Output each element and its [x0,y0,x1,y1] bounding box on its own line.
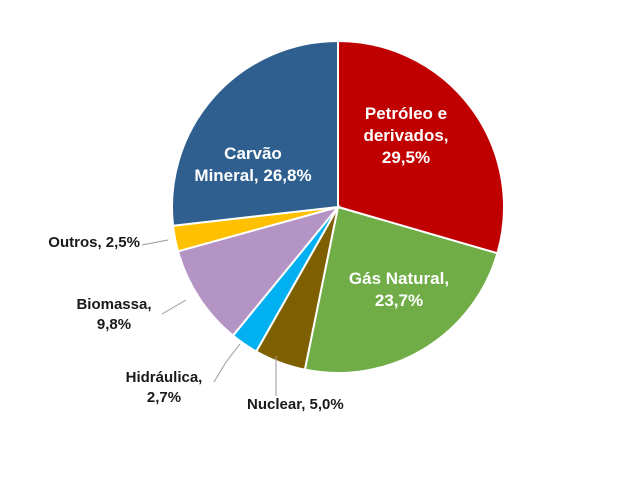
slices [171,39,505,374]
leader-lines [141,239,277,396]
slice-label: Biomassa, 9,8% [66,295,162,334]
value-label: 2,5% [105,234,140,251]
category-label: Gás Natural, [348,269,450,288]
category-label: Outros, [48,234,102,251]
value-label: 9,8% [96,315,132,333]
leader-line [141,239,169,246]
slice-label: Hidráulica, 2,7% [116,368,212,407]
category-label: Biomassa, [76,296,152,313]
slice [176,205,341,337]
slice-label: Nuclear, 5,0% [247,395,407,415]
value-label: 26,8% [263,166,312,186]
slice-label: Gás Natural, 23,7% [338,268,460,312]
value-label: 2,7% [146,388,182,406]
leader-line [161,299,187,315]
slice [303,205,499,374]
slice-label: Carvão Mineral, 26,8% [192,143,314,187]
value-label: 23,7% [374,291,424,311]
value-label: 29,5% [381,148,431,168]
value-label: 5,0% [309,396,344,413]
category-label: Nuclear, [247,396,306,413]
slice-label: Outros, 2,5% [0,233,140,253]
category-label: Carvão Mineral, [194,144,282,186]
slice [171,39,339,227]
leader-line [213,343,241,383]
slice [337,39,505,255]
slice-label: Petróleo e derivados, 29,5% [345,103,467,169]
category-label: Hidráulica, [125,369,203,386]
category-label: Petróleo e derivados, [363,104,449,146]
